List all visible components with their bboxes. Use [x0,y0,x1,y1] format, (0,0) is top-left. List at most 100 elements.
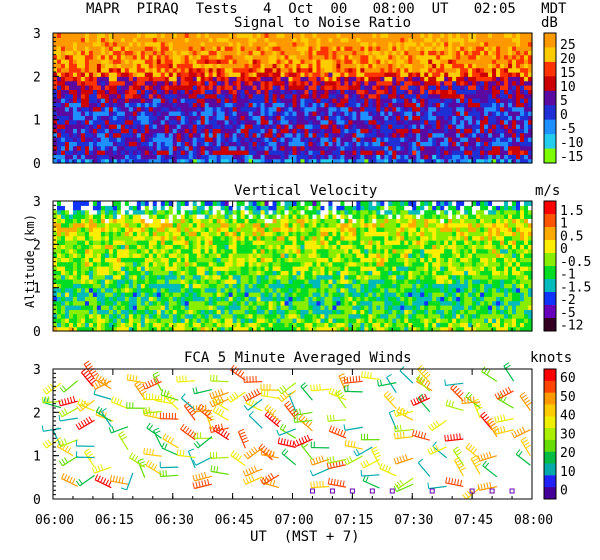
wind-barb [410,393,431,406]
wind-barb [360,433,380,441]
wind-barb [497,393,514,409]
colorbar-swatch [544,279,556,293]
wind-barb [344,385,363,393]
calm-marker [429,488,435,494]
x-tick-label: 06:30 [155,513,194,528]
colorbar-swatch [544,380,556,394]
colorbar-swatch [544,227,556,241]
y-tick-label: 2 [33,406,41,421]
wind-barb [277,437,296,448]
wind-barb [260,472,280,486]
wind-barb [226,391,246,403]
colorbar-tick-label: -12 [560,319,583,334]
wind-barb [260,448,280,459]
wind-barb [344,439,363,450]
colorbar-swatch [544,369,556,382]
wind-barb [237,428,249,449]
wind-barb [145,459,162,476]
wind-barb [209,423,229,434]
y-tick-label: 3 [33,195,41,210]
wind-barb [110,396,129,410]
wind-barb [42,436,62,449]
heatmap-cells [53,33,533,164]
wind-barb [210,374,229,383]
colorbar-swatch [544,416,556,429]
wind-barb [160,389,179,401]
wind-barb [393,431,414,440]
x-tick-label: 06:15 [95,513,134,528]
wind-barb [477,451,498,462]
wind-barb [58,438,78,447]
colorbar-swatch [544,475,556,488]
colorbar-swatch [544,47,556,63]
colorbar-swatch [544,214,556,228]
wind-barb [142,406,162,415]
wind-barb [75,474,95,487]
wind-barb [327,477,347,488]
y-tick-label: 1 [33,114,41,129]
wind-barb [243,398,263,411]
colorbar-tick-label: -2 [560,293,576,308]
wind-barb [230,450,246,467]
colorbar-tick-label: 25 [560,38,576,53]
wind-barb [386,373,397,393]
x-tick-label: 07:45 [454,513,493,528]
wind-barb [212,405,229,421]
wind-barb [258,443,275,461]
y-tick-label: 0 [33,493,41,508]
wind-barb [260,383,279,391]
wind-barb [243,388,263,402]
wind-barb [328,425,347,439]
wind-barb [100,407,112,428]
colorbar-tick-label: 30 [560,427,576,442]
wind-barb [298,414,313,432]
colorbar-tick-label: -10 [560,136,583,151]
x-tick-label: 08:00 [514,513,553,528]
wind-barb [159,461,179,469]
wind-barb [515,449,531,466]
wind-barb [143,447,162,457]
colorbar-swatch [544,33,556,48]
wind-barb [248,410,263,429]
wind-barb [59,380,79,393]
colorbar-swatch [544,463,556,476]
wind-barb [129,452,146,468]
x-tick-label: 06:45 [215,513,254,528]
wind-barb [92,378,112,390]
wind-barb [192,471,213,482]
wind-barb [360,470,380,477]
wind-barb [109,474,129,485]
wind-barb [120,472,134,491]
wind-barb [243,446,263,460]
wind-barb [427,482,447,490]
wind-barb [444,379,464,387]
wind-barb [343,424,363,431]
wind-barb [126,373,145,384]
y-tick-label: 1 [33,450,41,465]
wind-barb [411,429,430,441]
y-tick-label: 2 [33,70,41,85]
wind-barb [370,446,382,466]
wind-barb [293,415,313,423]
wind-barb [137,458,147,478]
wind-barb [161,442,179,456]
wind-barb [494,425,514,435]
x-axis-label: UT (MST + 7) [250,529,360,545]
wind-barb [353,446,373,457]
colorbar-swatch [544,201,556,215]
colorbar-tick-label: 20 [560,52,576,67]
colorbar-tick-label: 1 [560,217,568,232]
colorbar-tick-label: 40 [560,409,576,424]
wind-barb [394,477,414,489]
wind-barb [393,454,414,465]
wind-barb [277,389,297,403]
colorbar-tick-label: 60 [560,371,576,386]
colorbar-swatch [544,240,556,254]
panel-unit: dB [541,15,558,31]
wind-barb [309,468,330,477]
wind-barb [327,414,347,422]
wind-barb [108,426,129,434]
colorbar-tick-label: 0 [560,242,568,257]
wind-barb [361,371,380,380]
wind-barb [83,360,98,380]
